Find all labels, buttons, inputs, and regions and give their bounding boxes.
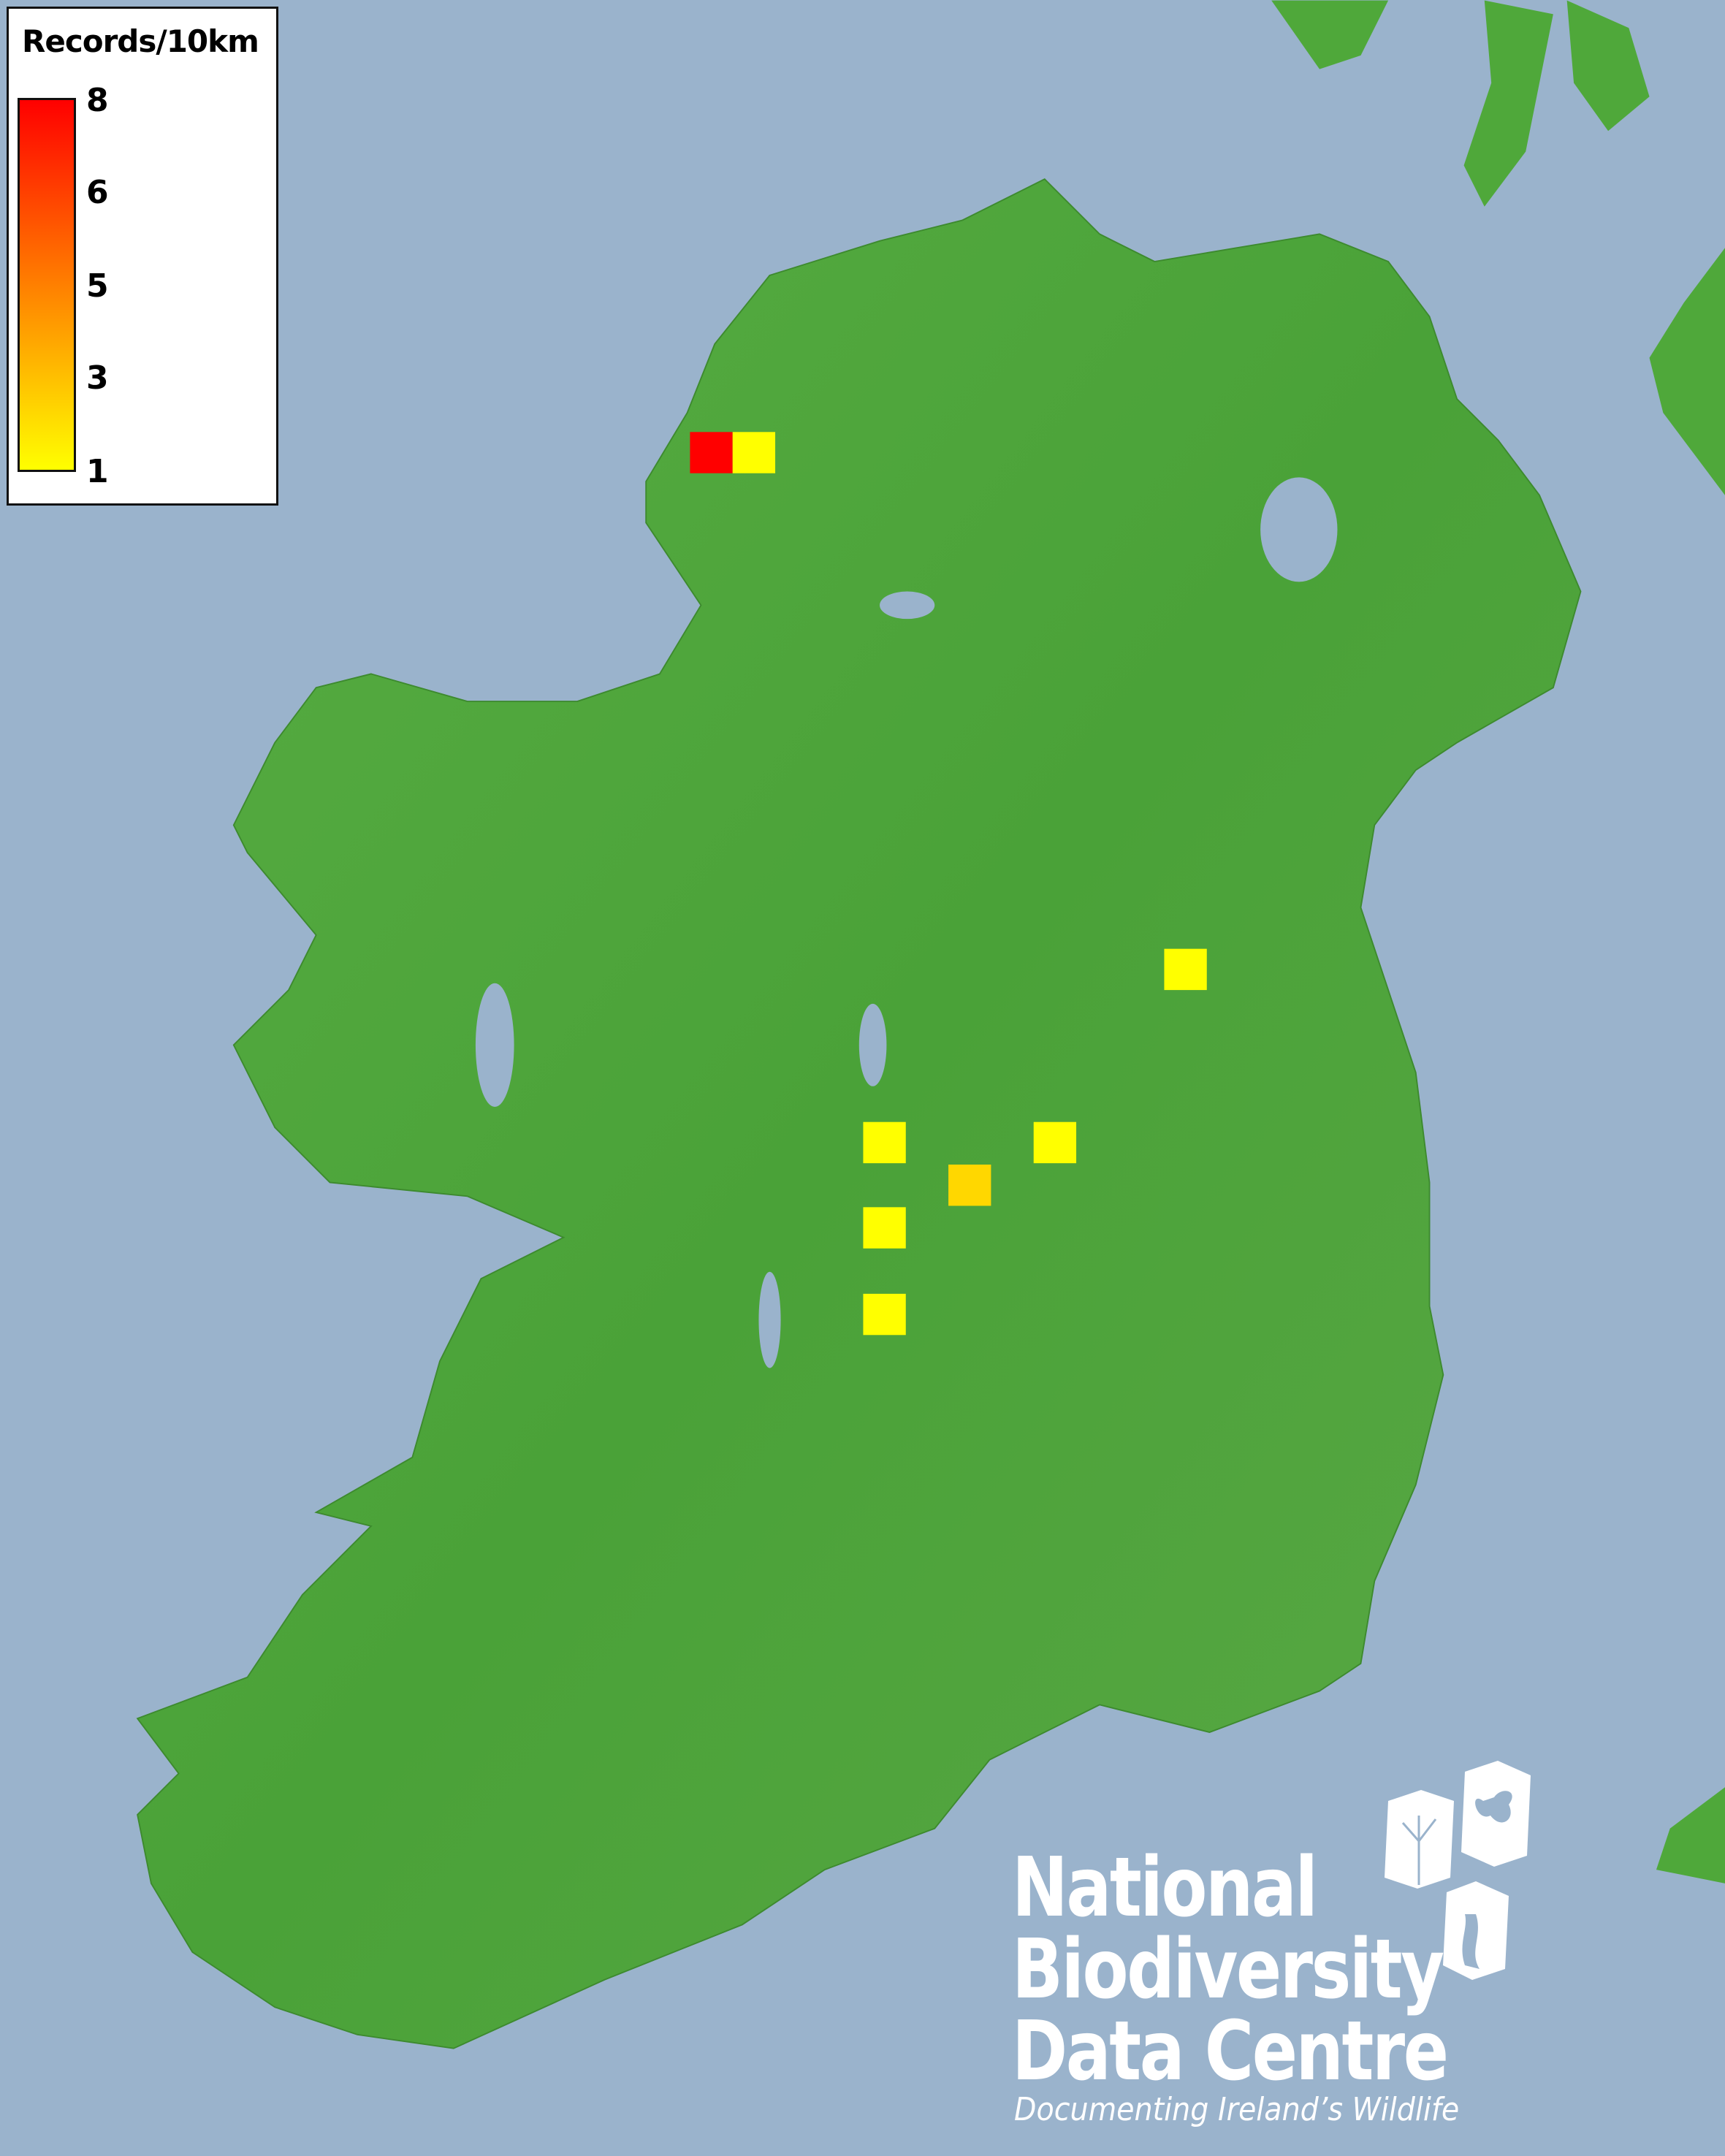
scotland-island [1271,0,1389,69]
record-square [863,1207,906,1249]
lough-neagh [1260,477,1338,582]
logo-line: Data Centre [1012,2011,1542,2092]
record-square [948,1165,991,1206]
legend-tick: 6 [86,174,109,211]
record-square [863,1293,906,1336]
scotland-island [1566,0,1650,132]
scotland-coast [1649,248,1725,495]
record-square [732,432,776,473]
logo-text-biodiversity: Biodiversity [1012,1922,1444,2017]
lough-derg [758,1271,781,1368]
logo-text-data-centre: Data Centre [1012,2004,1449,2099]
legend-tick: 1 [86,453,109,490]
legend-color-bar [18,98,76,472]
logo-line: National [1012,1847,1383,1929]
record-square [863,1121,906,1164]
logo-line: Biodiversity [1012,1929,1537,2011]
britain-coast [1656,1787,1725,1883]
legend-tick: 8 [86,82,109,119]
legend: Records/10km 8 6 5 3 1 [7,7,278,506]
record-square [690,432,733,473]
lough-ree [858,1003,887,1086]
lough-corrib [475,983,514,1108]
legend-tick: 5 [86,267,109,305]
logo-tagline: Documenting Ireland’s Wildlife [1014,2091,1460,2128]
scotland-island [1463,0,1553,207]
logo-hexagons [1385,1761,1531,1980]
legend-tick: 3 [86,359,109,397]
ireland-landmass [136,178,1582,2049]
record-square [1164,948,1207,991]
record-square [1033,1121,1077,1164]
logo-text-national: National [1012,1840,1318,1935]
legend-title: Records/10km [22,23,259,59]
lough-erne [880,591,935,620]
